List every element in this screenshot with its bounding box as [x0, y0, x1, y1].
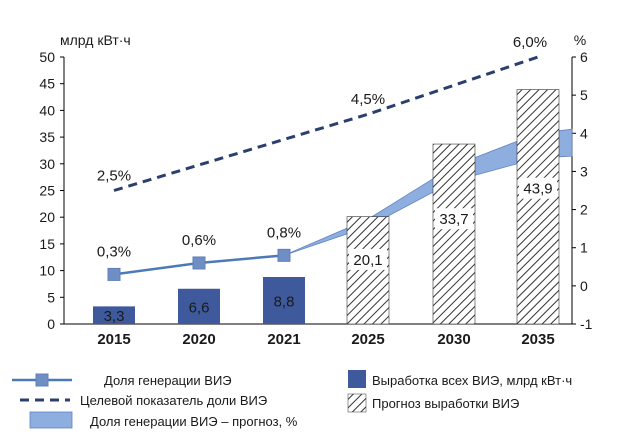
x-tick-label: 2035 — [521, 331, 554, 348]
x-tick-label: 2030 — [437, 331, 470, 348]
share-marker — [277, 248, 291, 262]
bar-forecast — [346, 216, 390, 325]
right-axis-title: % — [574, 32, 586, 48]
bar-forecast-label-bg — [349, 248, 387, 270]
legend: Доля генерации ВИЭ Целевой показатель дол… — [12, 370, 572, 429]
right-tick-label: 2 — [580, 202, 588, 218]
x-tick-label: 2015 — [97, 331, 130, 348]
right-tick-label: 5 — [580, 87, 588, 103]
right-tick-label: 4 — [580, 125, 588, 141]
x-tick-label: 2025 — [351, 331, 384, 348]
share-marker — [107, 267, 121, 281]
left-tick-label: 30 — [39, 156, 55, 172]
legend-share-label: Доля генерации ВИЭ — [104, 373, 232, 388]
bar-forecast — [432, 143, 476, 325]
legend-actual-label: Выработка всех ВИЭ, млрд кВт·ч — [372, 373, 572, 388]
x-tick-label: 2020 — [182, 331, 215, 348]
left-tick-label: 40 — [39, 102, 55, 118]
share-value-label: 0,8% — [267, 224, 301, 241]
legend-forecast-swatch — [347, 393, 367, 413]
bar-actual — [93, 306, 135, 324]
bar-actual-label: 3,3 — [104, 308, 125, 325]
labels-layer: 3,3 6,6 8,8 20,1 33,7 43,9 2,5% 4,5% 6,0% 0,3% 0,6… — [97, 34, 557, 325]
left-tick-label: 20 — [39, 209, 55, 225]
share-value-label: 0,6% — [182, 232, 216, 249]
bar-actual-label: 8,8 — [274, 294, 295, 311]
left-tick-label: 5 — [47, 289, 55, 305]
legend-actual-swatch — [348, 370, 366, 388]
bar-actual — [263, 277, 305, 324]
bar-forecast — [516, 89, 560, 325]
legend-target-label: Целевой показатель доли ВИЭ — [80, 393, 267, 408]
left-tick-label: 25 — [39, 183, 55, 199]
bar-forecast-label: 43,9 — [523, 181, 552, 198]
bars-layer — [93, 89, 560, 325]
right-tick-label: -1 — [580, 316, 593, 332]
bar-forecast-label-bg — [435, 208, 473, 230]
bar-forecast-label: 33,7 — [439, 211, 468, 228]
right-tick-label: 6 — [580, 49, 588, 65]
left-tick-label: 10 — [39, 263, 55, 279]
target-value-label: 4,5% — [351, 91, 385, 108]
right-tick-label: 1 — [580, 240, 588, 256]
forecast-band-layer — [283, 128, 573, 256]
bar-actual-label: 6,6 — [189, 299, 210, 316]
bar-forecast-label: 20,1 — [353, 252, 382, 269]
share-marker — [192, 256, 206, 270]
target-value-label: 2,5% — [97, 168, 131, 185]
left-tick-label: 50 — [39, 49, 55, 65]
legend-share-marker — [35, 373, 49, 387]
left-tick-label: 35 — [39, 129, 55, 145]
bar-forecast-label-bg — [519, 177, 557, 199]
left-axis-title: млрд кВт·ч — [60, 32, 131, 48]
left-tick-label: 0 — [47, 316, 55, 332]
left-tick-label: 45 — [39, 76, 55, 92]
legend-forecast-label: Прогноз выработки ВИЭ — [372, 396, 519, 411]
share-value-label: 0,3% — [97, 243, 131, 260]
right-tick-label: 0 — [580, 278, 588, 294]
left-tick-label: 15 — [39, 236, 55, 252]
legend-band-swatch — [29, 411, 73, 429]
forecast-band — [283, 128, 573, 256]
right-tick-label: 3 — [580, 163, 588, 179]
lines-layer — [107, 55, 539, 281]
x-tick-label: 2021 — [267, 331, 300, 348]
legend-band-label: Доля генерации ВИЭ – прогноз, % — [90, 414, 298, 429]
bar-actual — [178, 288, 220, 324]
target-value-label: 6,0% — [513, 34, 547, 51]
